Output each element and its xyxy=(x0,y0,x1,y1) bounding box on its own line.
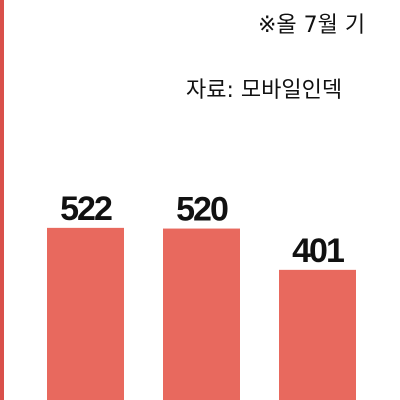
value-label: 520 xyxy=(176,191,228,229)
note: ※올 7월 기 xyxy=(258,13,365,38)
value-label: 522 xyxy=(60,190,112,228)
source: 자료: 모바일인덱 xyxy=(186,78,342,103)
bar xyxy=(163,228,240,400)
left-edge xyxy=(0,0,4,400)
bar xyxy=(47,227,124,400)
bar xyxy=(279,269,356,400)
value-label: 401 xyxy=(292,232,344,270)
